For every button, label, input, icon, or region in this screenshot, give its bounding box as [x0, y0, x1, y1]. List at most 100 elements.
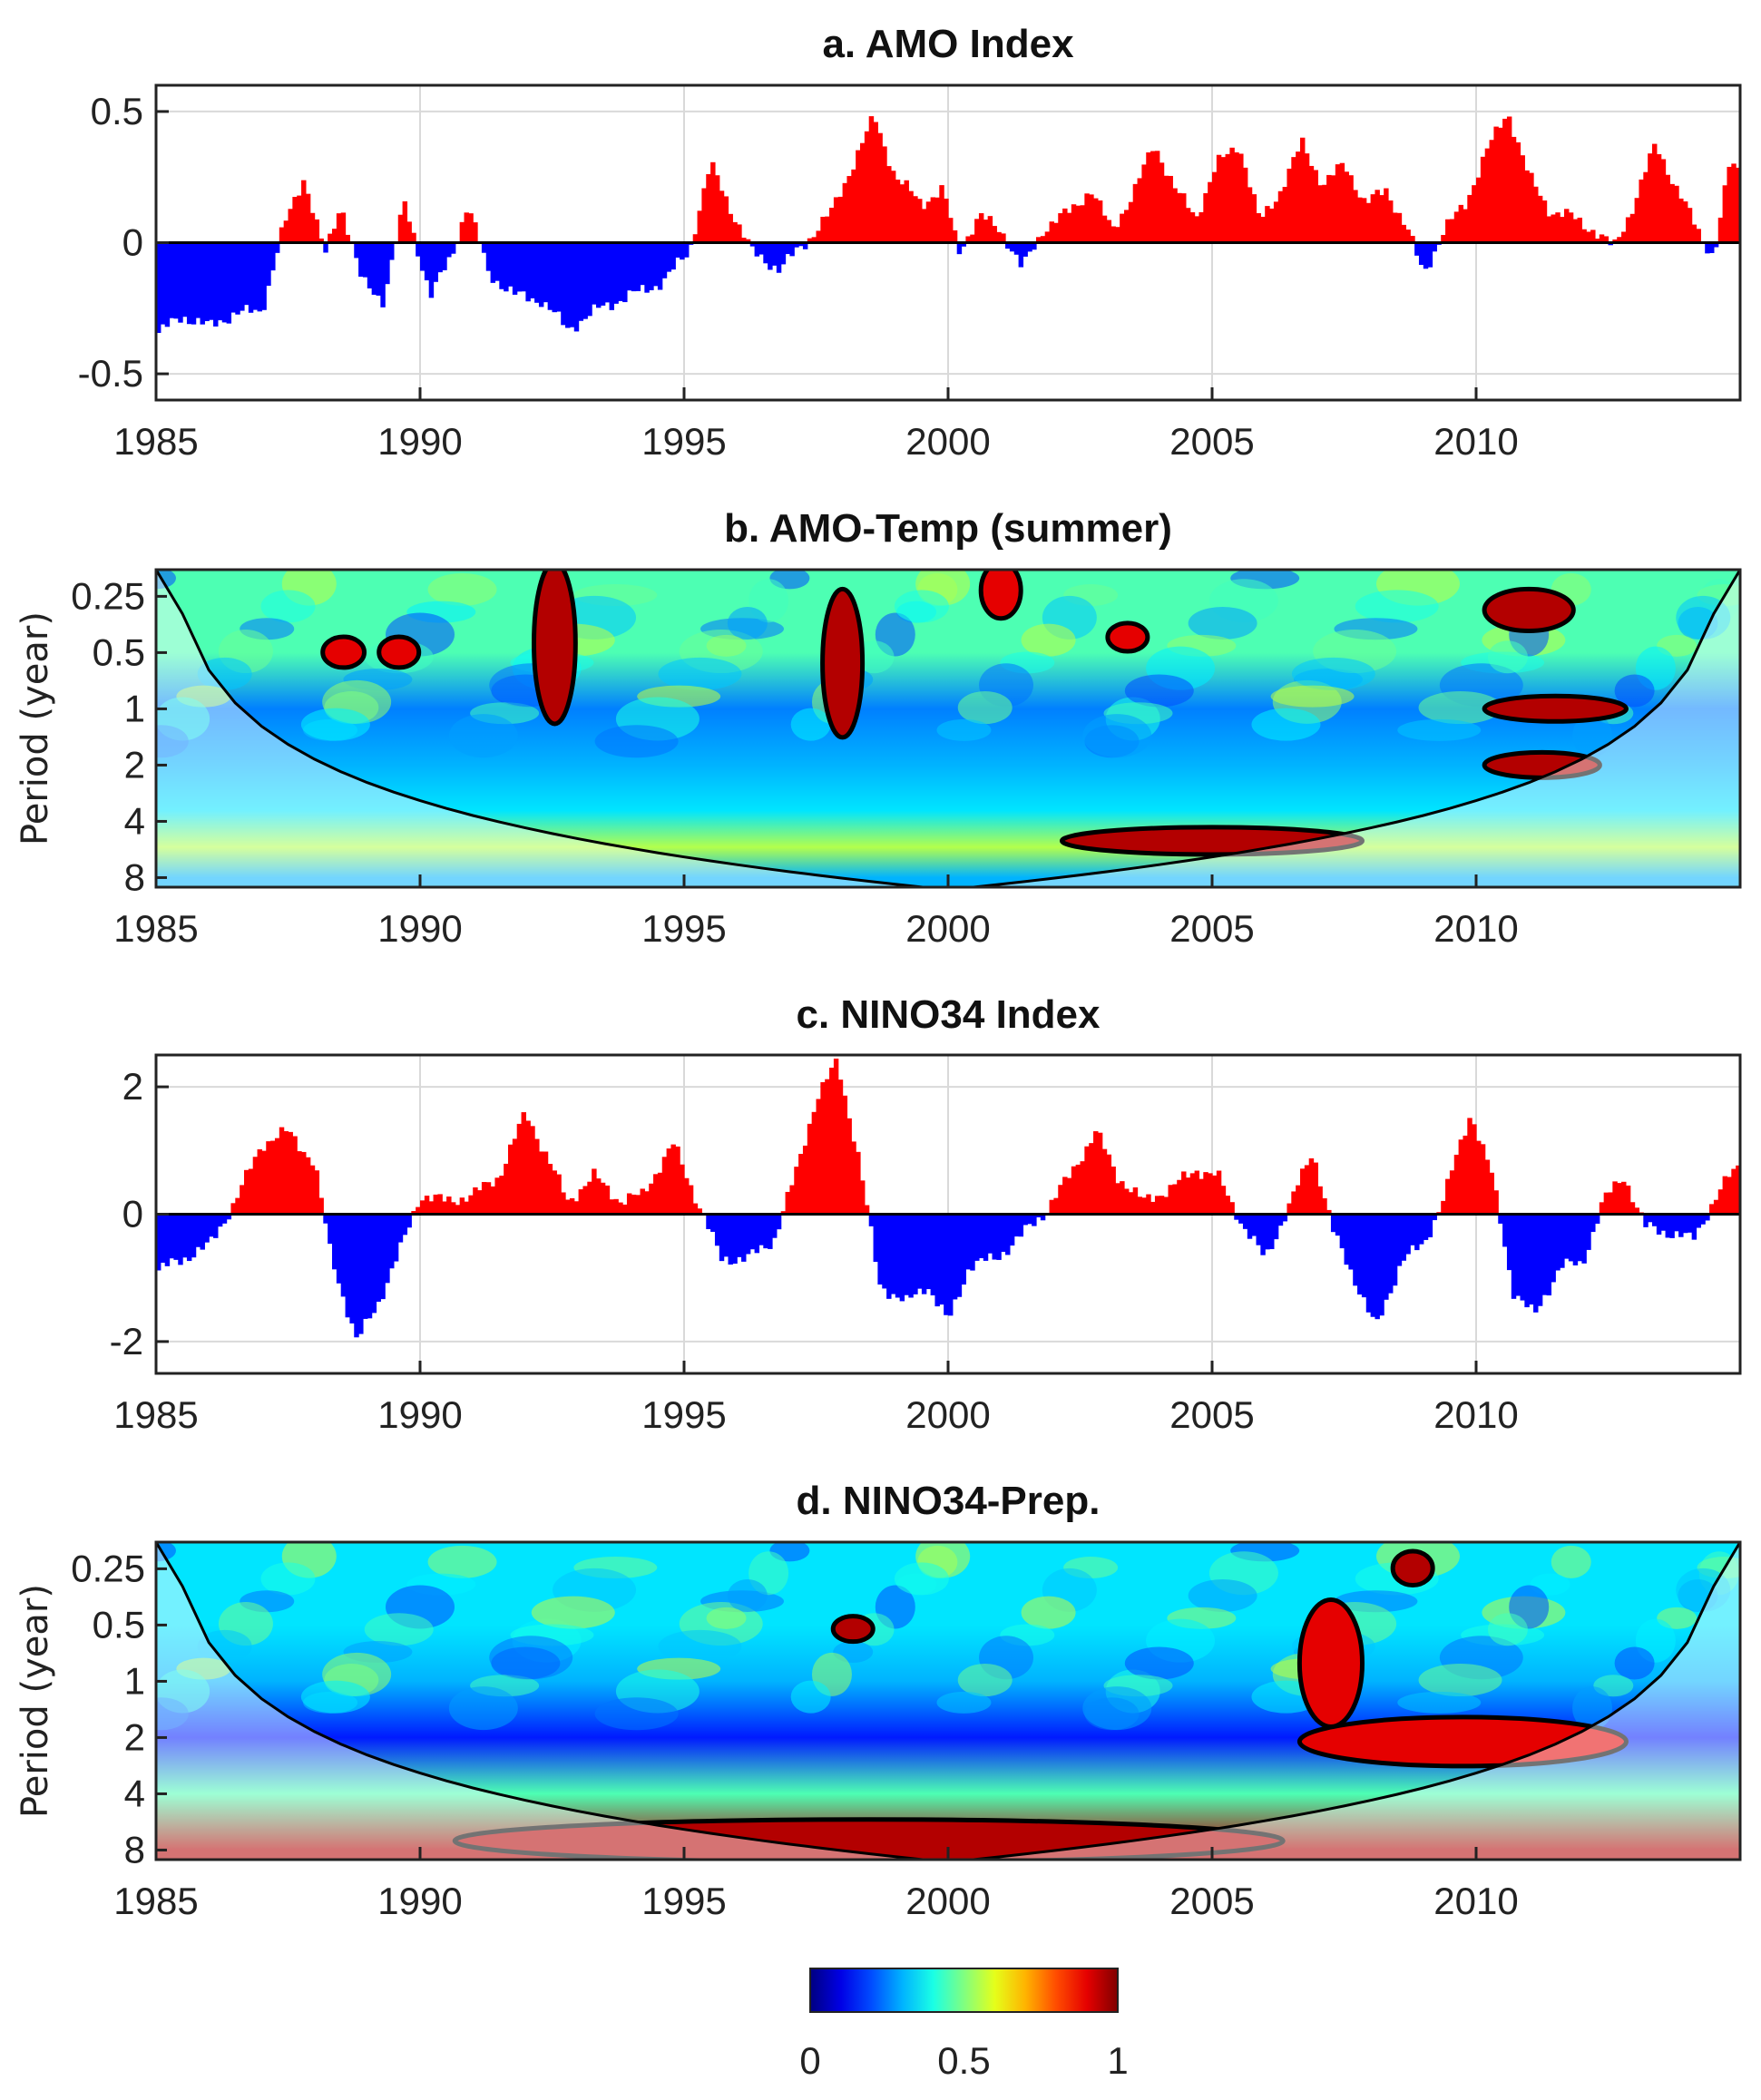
amo-bar [389, 242, 395, 260]
amo-bar [604, 242, 611, 303]
nino34_prep-xtick-label: 2010 [1433, 1880, 1518, 1922]
amo-bar [768, 242, 773, 270]
amo-bar [1287, 168, 1292, 243]
amo_temp-texture-blob [156, 725, 189, 758]
nino34-bar [494, 1177, 500, 1215]
nino34_prep-xtick-label: 1985 [113, 1880, 198, 1922]
nino34-bar [252, 1157, 259, 1215]
amo-bar [257, 242, 262, 312]
nino34-bar [1621, 1181, 1627, 1215]
amo-bar [345, 234, 350, 243]
amo_temp-ytick-label: 0.25 [71, 574, 145, 617]
amo-bar [433, 242, 438, 282]
amo-bar [749, 242, 756, 247]
nino34-bar [1625, 1185, 1631, 1215]
amo-bar [1339, 162, 1345, 243]
amo-bar [772, 242, 778, 266]
amo_temp-significant-region [1482, 693, 1629, 724]
amo_temp-texture-blob [1397, 718, 1482, 741]
amo_temp-heatmap [156, 570, 1740, 887]
nino34-bar [1357, 1214, 1363, 1295]
nino34-bar [913, 1214, 918, 1294]
amo-bar [1669, 183, 1675, 243]
amo-bar [1256, 212, 1261, 243]
nino34-bar [1009, 1214, 1015, 1246]
amo-bar [1634, 198, 1640, 243]
nino34-bar [1181, 1171, 1187, 1215]
amo-bar [1093, 198, 1099, 243]
nino34-bar [288, 1131, 293, 1215]
nino34-bar [1137, 1197, 1142, 1215]
amo-bar [996, 231, 1002, 243]
amo-bar [411, 232, 416, 243]
amo-bar [248, 242, 254, 313]
amo_temp-texture-blob [1188, 607, 1257, 640]
amo-bar [780, 242, 787, 265]
amo-bar [1678, 198, 1684, 243]
amo-bar [530, 242, 535, 298]
nino34-bar [807, 1123, 813, 1215]
amo-bar [328, 233, 333, 243]
amo-bar [1168, 175, 1173, 243]
amo-bar [1656, 153, 1662, 243]
amo-bar [1564, 209, 1570, 243]
nino34-bar [235, 1197, 240, 1215]
amo-bar [525, 242, 531, 302]
amo-bar [1441, 235, 1446, 243]
amo-bar [917, 199, 923, 243]
amo-bar [952, 230, 958, 243]
nino34-bar [508, 1144, 514, 1215]
amo-bar [468, 213, 474, 243]
nino34-bar [283, 1131, 289, 1215]
nino34-bar [974, 1214, 980, 1261]
nino34-bar [983, 1214, 989, 1261]
amo-bar [164, 242, 171, 327]
nino34-bar [1260, 1214, 1266, 1255]
nino34-bar [1722, 1176, 1728, 1215]
amo-bar [737, 224, 742, 243]
nino34-bar [1520, 1214, 1525, 1301]
nino34-bar [1608, 1192, 1613, 1215]
nino34-bar [182, 1214, 188, 1258]
nino34-bar [921, 1214, 927, 1294]
amo-bar [490, 242, 496, 283]
nino34-bar [1282, 1214, 1288, 1222]
nino34-title: c. NINO34 Index [796, 992, 1101, 1037]
amo-bar [292, 197, 298, 243]
amo-bar [1137, 178, 1142, 243]
nino34-bar [582, 1186, 588, 1215]
nino34-bar [1423, 1214, 1429, 1240]
amo_temp-significant-region [1482, 586, 1576, 633]
nino34-bar [640, 1188, 645, 1215]
amo_temp-ytick-label: 8 [124, 855, 145, 898]
amo-bar [754, 242, 760, 257]
amo-bar [1401, 224, 1406, 243]
amo_temp-texture-blob [197, 657, 252, 690]
amo-bar [706, 173, 711, 243]
nino34-bar [1375, 1214, 1380, 1320]
nino34-bar [1084, 1146, 1090, 1215]
amo-bar [1682, 201, 1688, 243]
nino34-bar [1322, 1197, 1327, 1215]
amo-bar [1269, 208, 1275, 243]
nino34-bar [1476, 1140, 1482, 1215]
nino34-bar [1242, 1214, 1248, 1229]
nino34-bar [261, 1150, 267, 1215]
amo-bar [385, 242, 390, 285]
nino34-bar [226, 1214, 232, 1220]
nino34-bar [649, 1183, 654, 1215]
amo-bar [829, 207, 835, 243]
amo-bar [1731, 163, 1737, 243]
amo-bar [301, 180, 307, 243]
nino34-bar [349, 1214, 355, 1323]
amo-bar [714, 175, 720, 243]
nino34-bar [309, 1165, 316, 1215]
amo-bar [1344, 171, 1349, 243]
amo-bar [1365, 202, 1372, 243]
nino34-bar [1656, 1214, 1662, 1235]
nino34_prep-texture-blob [260, 1562, 316, 1596]
amo-bar [1476, 177, 1482, 243]
nino34-bar [1203, 1172, 1208, 1215]
nino34_prep-texture-blob [727, 1579, 768, 1613]
nino34-bar [939, 1214, 944, 1305]
